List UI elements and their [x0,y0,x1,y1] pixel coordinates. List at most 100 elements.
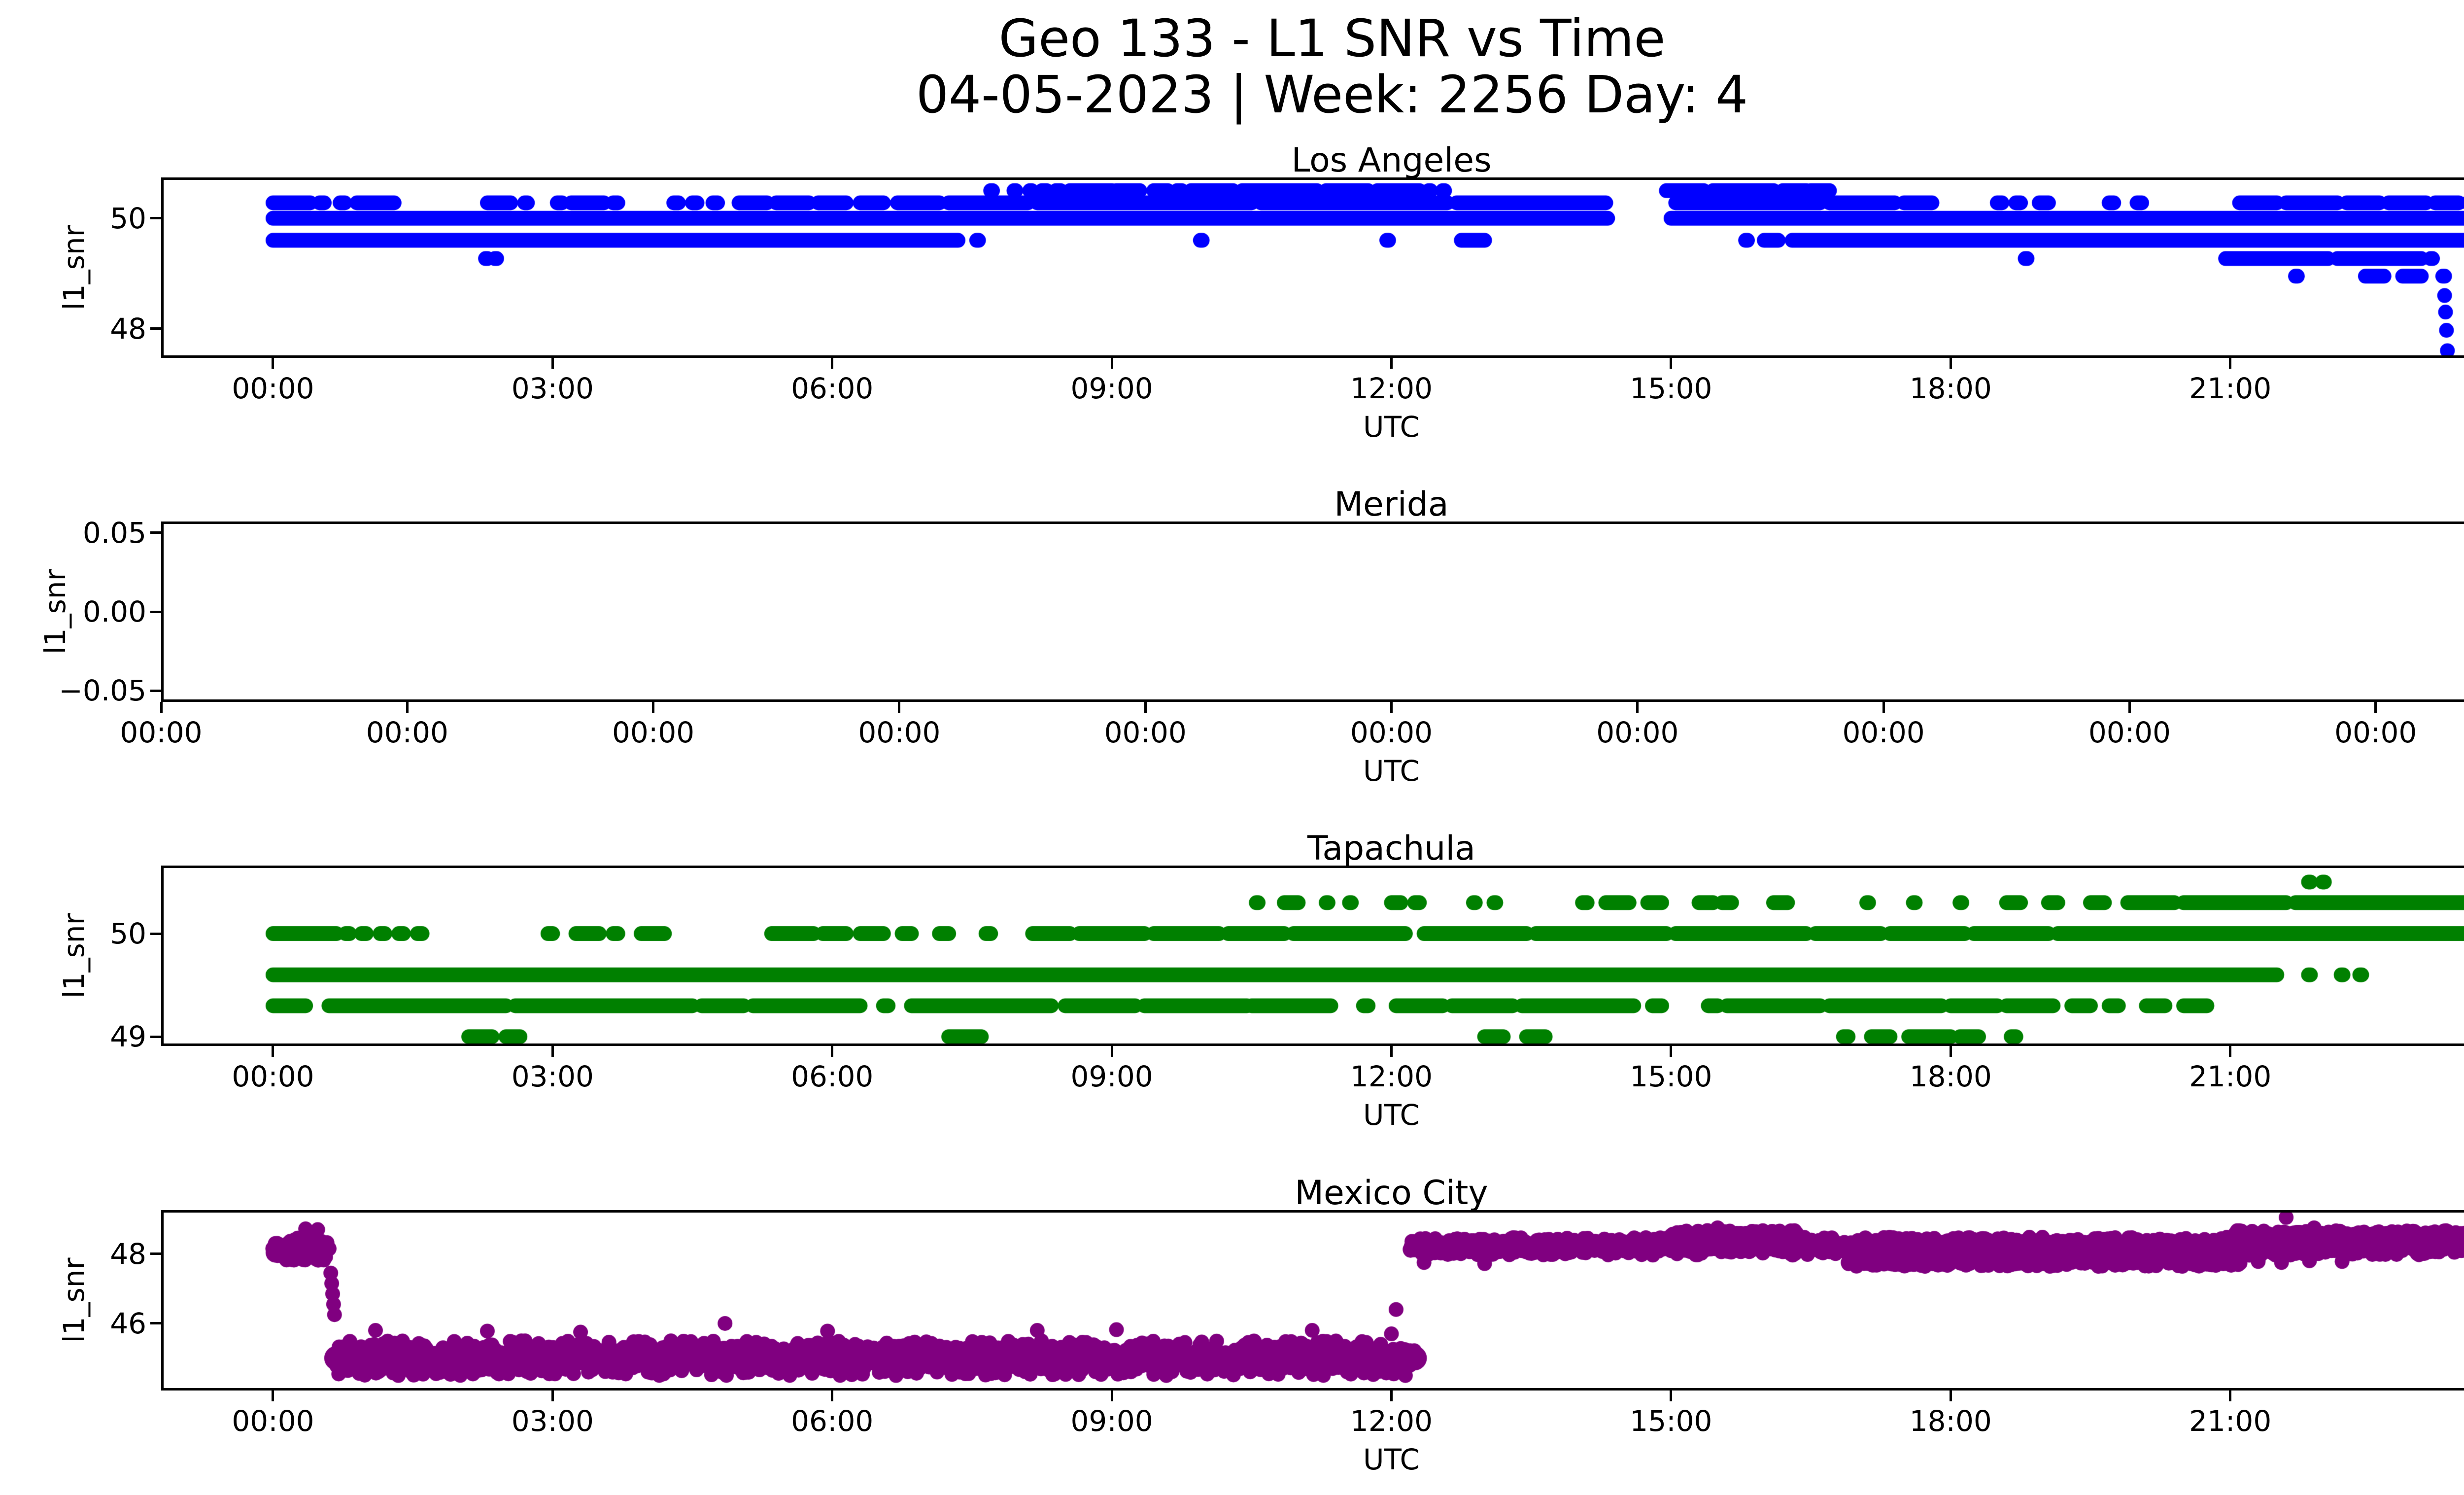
scatter-canvas-tapachula [161,866,2464,1046]
x-tick-label: 06:00 [791,1404,874,1438]
x-tick-mark [1636,702,1639,713]
x-tick-label: 18:00 [1909,1060,1992,1093]
x-tick-label: 21:00 [2189,1404,2272,1438]
x-tick-label: 00:00 [1350,716,1433,749]
x-axis-label: UTC [1363,1443,1420,1476]
x-tick-mark [898,702,901,713]
figure-suptitle-line1: Geo 133 - L1 SNR vs Time [998,8,1666,69]
y-tick-label: 49 [110,1020,146,1054]
y-tick-mark [150,1252,161,1255]
x-tick-label: 03:00 [511,372,594,405]
x-tick-mark [1670,1046,1673,1057]
x-tick-label: 00:00 [232,372,314,405]
x-axis-label: UTC [1363,1098,1420,1132]
x-tick-mark [2229,358,2232,369]
subplot-tapachula: Tapachula l1_snr 00:00 03:00 06:00 09:00 12:… [0,832,2464,1129]
x-tick-label: 00:00 [366,716,448,749]
x-axis-label: UTC [1363,410,1420,444]
y-tick-mark [150,610,161,613]
x-tick-mark [1670,1391,1673,1401]
x-tick-label: 00:00 [2426,1061,2464,1092]
x-tick-label: 00:00 [2088,716,2171,749]
subplot-title: Los Angeles [1291,141,1492,180]
subplot-los-angeles: Los Angeles l1_snr 00:00 03:00 06:00 09:00 1… [0,144,2464,441]
x-tick-label: 15:00 [1630,1404,1712,1438]
x-tick-mark [2229,1391,2232,1401]
y-tick-label: 46 [110,1306,146,1340]
x-tick-label: 12:00 [1350,1404,1433,1438]
x-tick-label: 00:00 [2426,1405,2464,1437]
x-tick-label: 21:00 [2189,372,2272,405]
x-tick-mark [2128,702,2131,713]
x-tick-label: 06:00 [791,372,874,405]
x-tick-mark [1110,1391,1113,1401]
x-tick-mark [1949,1046,1952,1057]
subplot-merida: Merida l1_snr 00:00 00:00 00:00 00:00 00:00 0… [0,488,2464,785]
x-tick-label: 15:00 [1630,1060,1712,1093]
x-tick-mark [551,358,554,369]
axes-box [161,1210,2464,1391]
x-tick-label: 00:00 [1104,716,1187,749]
x-tick-label: 15:00 [1630,372,1712,405]
x-tick-label: 00:00 [1596,716,1679,749]
y-tick-mark [150,689,161,692]
x-tick-label: 12:00 [1350,1060,1433,1093]
subplot-mexico-city: Mexico City l1_snr 00:00 03:00 06:00 09:00 1… [0,1177,2464,1474]
x-tick-mark [1949,358,1952,369]
x-axis-label: UTC [1363,754,1420,788]
subplot-title: Tapachula [1307,829,1475,868]
y-tick-label: −0.05 [59,674,146,708]
subplot-title: Merida [1334,485,1449,524]
figure-suptitle-line2: 04-05-2023 | Week: 2256 Day: 4 [916,65,1748,125]
axes-box [161,866,2464,1046]
scatter-canvas-mexico-city [161,1210,2464,1391]
y-tick-mark [150,217,161,220]
x-tick-label: 00:00 [232,1404,314,1438]
y-tick-mark [150,531,161,534]
y-tick-mark [150,932,161,935]
x-tick-mark [1390,1391,1393,1401]
x-tick-label: 09:00 [1070,1060,1153,1093]
y-tick-label: 0.00 [82,595,146,628]
x-tick-mark [1110,358,1113,369]
y-tick-mark [150,1322,161,1325]
x-tick-mark [1144,702,1147,713]
y-tick-label: 48 [110,1237,146,1271]
x-tick-label: 00:00 [2334,716,2417,749]
x-tick-mark [1882,702,1885,713]
x-tick-label: 00:00 [858,716,941,749]
y-axis-label: l1_snr [57,225,91,311]
axes-box [161,522,2464,702]
y-tick-mark [150,327,161,330]
x-tick-mark [2229,1046,2232,1057]
x-tick-mark [1390,1046,1393,1057]
x-tick-label: 18:00 [1909,372,1992,405]
y-tick-label: 48 [110,312,146,346]
x-tick-label: 00:00 [232,1060,314,1093]
subplot-title: Mexico City [1295,1174,1488,1213]
x-tick-mark [1949,1391,1952,1401]
x-tick-mark [1390,358,1393,369]
x-tick-mark [272,1391,274,1401]
x-tick-mark [160,702,163,713]
y-tick-mark [150,1035,161,1038]
x-tick-label: 06:00 [791,1060,874,1093]
x-tick-label: 18:00 [1909,1404,1992,1438]
x-tick-mark [2374,702,2377,713]
scatter-canvas-merida [161,522,2464,702]
x-tick-mark [831,358,834,369]
scatter-canvas-los-angeles [161,177,2464,358]
x-tick-mark [551,1046,554,1057]
axes-box [161,177,2464,358]
x-tick-mark [831,1046,834,1057]
x-tick-mark [551,1391,554,1401]
x-tick-mark [831,1391,834,1401]
x-tick-mark [1390,702,1393,713]
x-tick-label: 03:00 [511,1060,594,1093]
x-tick-label: 03:00 [511,1404,594,1438]
x-tick-label: 00:00 [1842,716,1925,749]
x-tick-label: 12:00 [1350,372,1433,405]
y-tick-label: 50 [110,201,146,235]
x-tick-label: 00:00 [612,716,695,749]
